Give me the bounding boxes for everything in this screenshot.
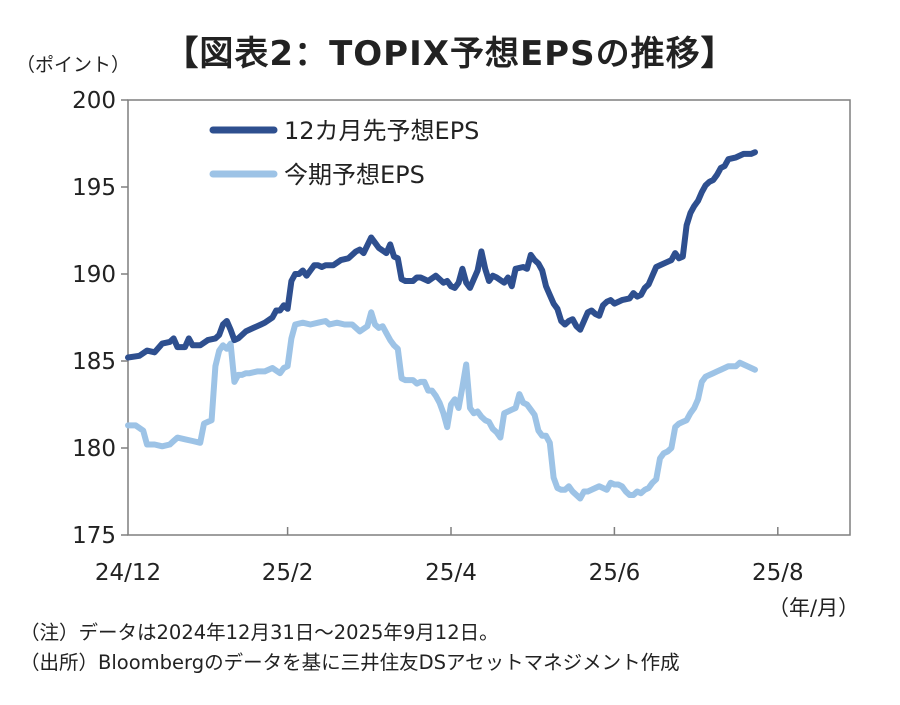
y-tick-label: 195	[72, 175, 116, 201]
x-tick-label: 25/4	[425, 560, 477, 586]
y-unit-label: （ポイント）	[16, 54, 131, 76]
chart-title: 【図表2：TOPIX予想EPSの推移】	[164, 34, 736, 74]
series-line-12m-forward-eps	[125, 149, 758, 361]
x-tick-label: 25/8	[752, 560, 804, 586]
series-line-current-fy-eps	[125, 309, 758, 502]
y-tick-label: 175	[72, 523, 116, 549]
source-note: （出所）Bloombergのデータを基に三井住友DSアセットマネジメント作成	[20, 651, 680, 674]
y-tick-label: 185	[72, 349, 116, 375]
legend-label-current-fy-eps: 今期予想EPS	[284, 161, 425, 189]
footnote: （注）データは2024年12月31日～2025年9月12日。	[20, 621, 499, 644]
plot-area-border	[127, 99, 851, 536]
x-tick-label: 25/6	[589, 560, 641, 586]
x-tick-label: 25/2	[262, 560, 314, 586]
x-unit-label: （年/月）	[768, 596, 860, 620]
legend-label-12m-forward-eps: 12カ月先予想EPS	[284, 117, 479, 145]
x-tick-label: 24/12	[95, 560, 161, 586]
y-tick-label: 200	[72, 88, 116, 114]
y-tick-label: 190	[72, 262, 116, 288]
y-tick-label: 180	[72, 436, 116, 462]
